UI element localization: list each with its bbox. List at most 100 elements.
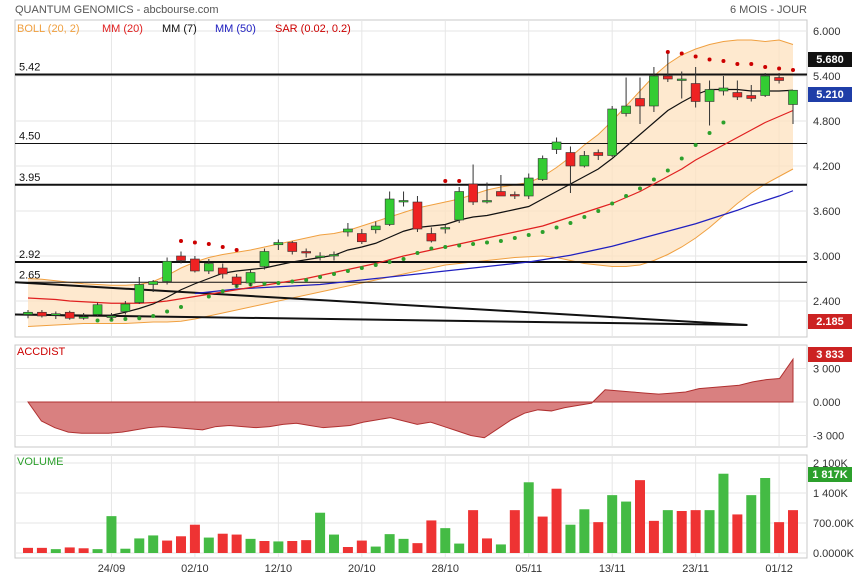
candle-body <box>343 228 353 233</box>
sar-dot <box>137 316 142 321</box>
candle-body <box>134 284 145 303</box>
candle-body <box>315 255 325 258</box>
candle-body <box>245 272 256 284</box>
volume-bar <box>64 547 75 553</box>
sar-dot <box>206 294 211 299</box>
volume-bar <box>92 549 103 553</box>
volume-bar <box>537 516 548 553</box>
candle-body <box>523 177 534 197</box>
candle-body <box>496 191 506 197</box>
volume-bar <box>301 540 312 553</box>
volume-panel <box>23 473 798 553</box>
sar-dot <box>290 279 295 284</box>
candle-body <box>551 141 562 150</box>
legend-boll: BOLL (20, 2) <box>17 23 80 35</box>
candle-body <box>468 183 478 203</box>
volume-bar <box>426 520 437 553</box>
sar-dot <box>582 215 587 219</box>
candle-body <box>663 75 673 80</box>
sar-dot <box>485 240 489 245</box>
accdist-badge-text: 3 833 <box>816 349 844 361</box>
candle-body <box>162 260 172 282</box>
level-label: 2.65 <box>19 269 40 281</box>
sar-dot <box>665 50 670 54</box>
sar-dot <box>415 251 420 255</box>
candle-body <box>357 233 367 243</box>
candle-body <box>78 316 89 319</box>
candle-body <box>440 227 451 230</box>
sar-dot <box>443 179 448 183</box>
candle-body <box>92 304 103 315</box>
volume-bar <box>370 546 381 553</box>
volume-bar <box>36 547 47 553</box>
sar-dot <box>568 221 573 225</box>
candle-body <box>788 89 798 105</box>
volume-bar <box>412 543 423 553</box>
candle-body <box>398 200 409 203</box>
volume-bar <box>648 520 659 553</box>
volume-bar <box>329 534 339 553</box>
date-tick: 13/11 <box>599 563 626 575</box>
last-price-badge-text: 5.210 <box>816 89 844 101</box>
volume-bar <box>50 549 61 553</box>
price-badges: 5.680 5.210 2.185 3 833 1 817K <box>808 52 852 482</box>
volume-bar <box>315 512 326 553</box>
level-label: 3.95 <box>19 172 40 184</box>
candles <box>23 53 798 320</box>
volume-bar <box>231 534 242 553</box>
candle-body <box>176 255 186 261</box>
candle-body <box>329 254 339 257</box>
volume-bar <box>176 536 186 553</box>
level-label: 5.42 <box>19 62 40 74</box>
date-tick: 23/11 <box>682 563 709 575</box>
chart-title: QUANTUM GENOMICS - abcbourse.com <box>15 4 219 16</box>
boll-upper <box>27 39 794 286</box>
sar-dot <box>707 57 712 62</box>
indicator-legend: BOLL (20, 2) MM (20) MM (7) MM (50) SAR … <box>17 23 351 35</box>
volume-bar <box>356 540 367 553</box>
sar-dot <box>721 120 726 125</box>
candle-body <box>426 233 437 242</box>
sar-dot <box>401 257 406 261</box>
volume-bar <box>746 495 757 553</box>
candle-body <box>384 198 395 225</box>
candle-body <box>273 242 284 246</box>
mm7-line <box>28 88 794 317</box>
candle-body <box>704 89 715 102</box>
volume-bar <box>203 537 214 553</box>
price-tick: 6.000 <box>813 26 841 38</box>
accdist-tick: 3 000 <box>813 364 841 376</box>
candle-body <box>204 263 214 272</box>
sar-dot <box>693 143 698 147</box>
candle-body <box>774 77 784 81</box>
sar-dot <box>332 272 336 276</box>
candle-body <box>635 98 645 107</box>
volume-bar <box>454 543 465 553</box>
candle-body <box>607 108 617 156</box>
sar-dot <box>443 245 448 249</box>
level-label: 4.50 <box>19 131 40 143</box>
legend-mm7: MM (7) <box>162 23 197 35</box>
volume-label: VOLUME <box>17 456 63 468</box>
sar-dot <box>540 230 545 234</box>
candle-body <box>732 92 743 98</box>
volume-bar <box>482 538 492 553</box>
sar-dot <box>179 239 183 243</box>
sar-dot <box>304 278 309 282</box>
date-tick: 12/10 <box>265 563 293 575</box>
sar-dot <box>679 156 684 161</box>
price-tick: 4.800 <box>813 116 841 128</box>
candle-body <box>676 78 687 81</box>
candle-body <box>301 251 311 254</box>
sar-dot <box>206 242 211 246</box>
volume-bar <box>162 540 173 553</box>
volume-bar <box>704 510 715 553</box>
sar-dot <box>373 263 378 267</box>
volume-bar <box>78 548 89 553</box>
sar-dot <box>707 131 712 135</box>
volume-tick: 700.00K <box>813 518 855 530</box>
sar-dot <box>192 240 197 245</box>
sar-dot <box>429 246 434 251</box>
volume-bar <box>551 488 562 553</box>
